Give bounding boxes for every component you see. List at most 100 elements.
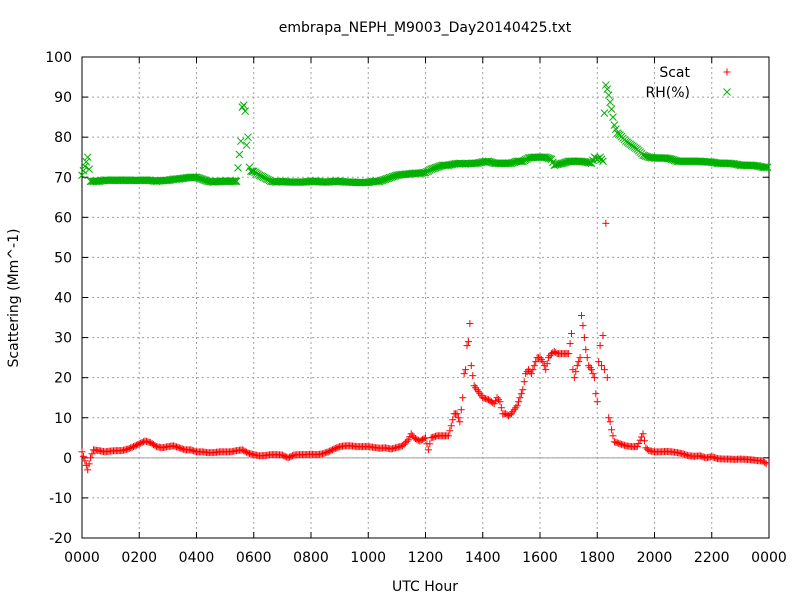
data-point [138,438,146,446]
data-point [384,174,393,183]
data-point [82,157,91,166]
data-point [578,312,586,320]
data-point [609,432,617,440]
data-point [456,418,464,426]
data-point [613,439,621,447]
data-point [588,366,596,374]
data-point [404,436,412,444]
data-point [187,446,195,454]
data-point [188,446,196,454]
data-point [326,447,334,455]
data-point [434,162,443,171]
y-tick-label: 0 [63,451,72,467]
data-point [761,458,769,466]
data-point [612,125,620,134]
data-point [681,450,689,458]
data-point [639,430,647,438]
legend-label-rh: RH(%) [646,85,690,101]
data-point [479,394,487,402]
data-point [234,164,242,172]
data-point [696,452,704,460]
y-tick-label: 50 [54,250,72,266]
data-point [417,436,425,444]
data-point [559,159,567,168]
data-point [131,442,139,450]
data-point [151,442,159,450]
data-point [239,101,248,109]
data-point [380,175,388,184]
y-tick-label: 20 [54,371,72,387]
data-point [406,433,414,441]
data-point [323,448,331,456]
data-point [467,362,475,370]
data-point [567,330,575,338]
data-point [79,452,87,460]
data-point [583,354,591,362]
data-point [483,395,491,403]
data-point [284,454,292,462]
series-rh [78,81,772,187]
data-point [416,437,424,445]
data-point [619,441,627,449]
data-point [429,433,437,441]
data-point [128,443,136,451]
data-point [640,437,648,445]
data-point [482,395,490,403]
data-point [541,153,550,162]
legend-marker-glyph [723,88,731,96]
data-point [603,85,612,93]
data-point [682,451,690,459]
data-point [576,354,584,362]
data-point [427,434,435,442]
x-axis-label: UTC Hour [392,579,458,595]
x-tick-label: 0800 [293,550,329,566]
data-point [174,443,182,451]
data-point [84,466,92,474]
data-point [490,400,498,408]
data-point [199,175,208,184]
data-point [513,402,521,410]
data-point [635,439,643,447]
data-point [81,162,89,171]
data-point [763,163,772,172]
data-point [130,443,138,451]
data-point [530,362,538,370]
data-point [565,350,573,358]
data-point [464,338,472,346]
data-point [125,444,133,452]
data-point [85,460,93,468]
data-point [615,439,623,447]
data-point [237,137,245,146]
data-point [666,155,675,163]
data-point [492,397,500,405]
data-point [708,453,716,461]
y-tick-label: -20 [49,531,72,547]
data-point [385,173,394,182]
data-point [463,342,471,350]
legend-marker-scat [723,68,731,76]
data-point [709,453,717,461]
data-point [469,372,477,380]
data-point [572,368,580,376]
data-point [480,394,488,402]
data-point [603,374,611,382]
data-point [432,432,440,440]
data-point [381,175,390,184]
data-point [134,441,142,449]
data-point [232,177,241,186]
data-point [599,157,607,166]
data-point [596,342,604,350]
data-point [486,157,494,166]
data-point [508,158,517,167]
data-point [137,439,145,447]
data-point [235,150,244,159]
data-point [620,441,628,449]
data-point [496,398,504,406]
data-point [643,445,651,453]
data-point [387,173,396,182]
data-point [418,168,427,177]
data-point [333,444,341,452]
data-point [240,447,248,455]
y-tick-label: 10 [54,411,72,427]
